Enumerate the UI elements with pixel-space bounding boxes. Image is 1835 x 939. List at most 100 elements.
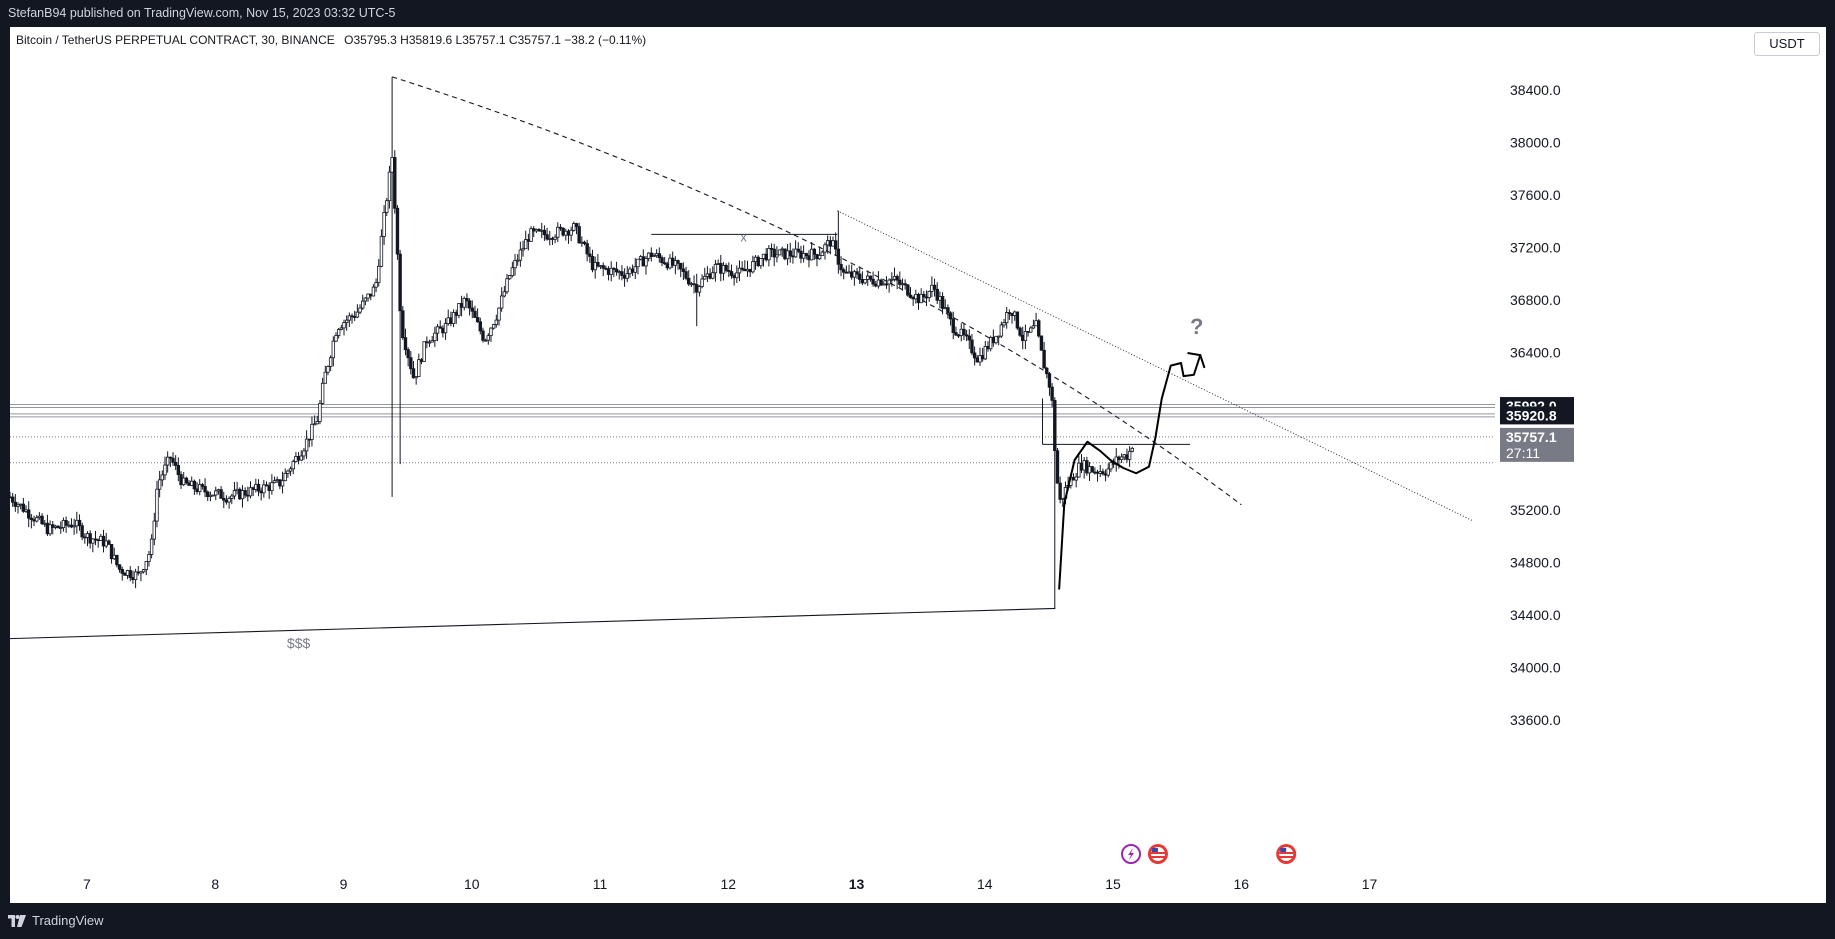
candle-body (481, 330, 485, 341)
candle-body (195, 488, 199, 493)
candle-body (975, 357, 980, 363)
projection-drawing-group (1058, 352, 1206, 590)
candle-body (959, 328, 963, 336)
candle-body (729, 271, 734, 276)
candle-body (932, 284, 937, 290)
candle-body (622, 275, 627, 279)
y-tick-label: 34400.0 (1510, 607, 1561, 623)
candle-body (1050, 386, 1054, 401)
candle-body (751, 261, 755, 273)
candle-body (173, 461, 178, 466)
x-tick-label: 7 (83, 876, 91, 892)
candle-body (703, 276, 707, 280)
tradingview-logo[interactable]: TradingView (8, 913, 104, 928)
us-flag-stripe (1279, 852, 1294, 854)
candle-body (342, 322, 346, 329)
candle-body (1029, 327, 1033, 333)
candle-body (417, 359, 421, 377)
candle-body (946, 307, 950, 314)
price-chart[interactable]: ? $$$ x 33600.0 34000.0 34400.0 34800.0 35200.… (10, 27, 1826, 903)
publish-header: StefanB94 published on TradingView.com, … (0, 0, 1835, 27)
candle-body (876, 279, 881, 287)
candle-body (315, 421, 319, 425)
candle-body (136, 571, 140, 574)
candle-body (673, 260, 678, 266)
candle-body (866, 275, 870, 280)
candle-body (131, 577, 135, 581)
trendline-descending-dashed (392, 76, 1242, 506)
candle-body (157, 479, 162, 490)
candle-body (99, 535, 103, 541)
candle-body (1130, 447, 1134, 452)
horizontal-levels-group (10, 404, 1495, 464)
candle-body (272, 480, 277, 484)
candle-body (580, 241, 584, 244)
us-flag-stripe (1150, 856, 1165, 858)
countdown-label: 27:11 (1506, 445, 1540, 461)
chart-panel[interactable]: ? $$$ x 33600.0 34000.0 34400.0 34800.0 35200.… (10, 27, 1826, 903)
candle-body (564, 230, 568, 236)
candle-body (310, 423, 314, 440)
candle-body (630, 268, 635, 273)
candle-body (590, 256, 595, 271)
liquidity-label: $$$ (287, 635, 311, 651)
candle-body (577, 226, 581, 244)
candle-body (625, 273, 629, 279)
candle-body (569, 229, 573, 236)
candle-body (515, 259, 520, 262)
candle-body (414, 376, 418, 379)
candle-body (109, 543, 114, 560)
candle-body (788, 250, 792, 257)
candle-body (361, 300, 365, 309)
candle-body (203, 486, 207, 493)
candle-body (874, 283, 878, 287)
candle-body (708, 273, 712, 279)
candle-body (499, 295, 504, 309)
candle-body (312, 423, 317, 426)
x-tick-label: 10 (464, 876, 480, 892)
candle-body (999, 324, 1004, 337)
candle-body (286, 470, 290, 474)
candle-body (459, 303, 464, 308)
candle-body (486, 335, 491, 341)
candle-body (1004, 312, 1009, 324)
flash-event-glyph (1128, 848, 1134, 860)
candle-body (526, 239, 531, 242)
candle-body (214, 490, 218, 496)
currency-button[interactable]: USDT (1754, 32, 1820, 56)
candle-body (475, 317, 480, 323)
candle-body (339, 327, 344, 330)
candle-body (705, 273, 710, 277)
candle-body (369, 293, 373, 297)
candle-body (240, 490, 245, 500)
candle-body (251, 487, 255, 490)
candle-body (772, 248, 776, 258)
candle-body (863, 279, 867, 284)
candle-body (1037, 320, 1041, 337)
y-tick-label: 33600.0 (1510, 712, 1561, 728)
candle-body (336, 328, 341, 336)
candle-body (433, 332, 437, 341)
candle-body (21, 503, 26, 512)
candle-body (951, 318, 955, 333)
candle-body (785, 250, 790, 260)
candle-body (799, 250, 803, 259)
candle-body (964, 334, 969, 337)
candle-body (406, 349, 410, 359)
candle-body (1039, 335, 1044, 351)
candle-body (737, 267, 742, 274)
candle-body (40, 515, 44, 525)
candle-body (507, 275, 512, 280)
candle-body (620, 271, 624, 276)
candle-body (833, 240, 838, 250)
candle-body (628, 268, 632, 275)
candle-body (636, 258, 640, 268)
price-label-text: 35757.1 (1506, 429, 1557, 445)
candle-body (719, 262, 723, 274)
candle-body (278, 479, 282, 487)
y-tick-label: 38400.0 (1510, 82, 1561, 98)
candle-body (32, 519, 36, 522)
candle-body (871, 278, 875, 285)
candle-body (1053, 399, 1057, 452)
candle-body (727, 270, 731, 272)
